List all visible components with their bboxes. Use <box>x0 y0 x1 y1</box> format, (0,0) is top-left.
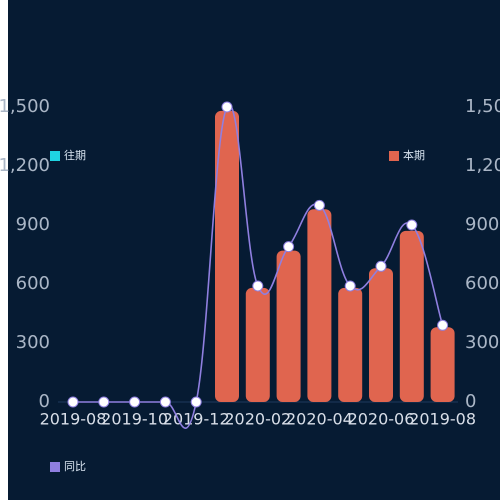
legend-label: 往期 <box>64 148 86 162</box>
x-tick-label: 2019-10 <box>101 410 168 429</box>
legend-swatch <box>389 151 399 161</box>
bar <box>215 110 239 402</box>
y-tick-label: 300 <box>16 332 50 353</box>
point <box>313 199 325 211</box>
legend-label: 本期 <box>403 148 425 162</box>
y-tick-label: 1,200 <box>0 155 50 176</box>
point <box>252 280 264 292</box>
legend-swatch <box>50 462 60 472</box>
point <box>221 101 233 113</box>
legend-swatch <box>50 151 60 161</box>
x-tick-label: 2019-08 <box>409 410 476 429</box>
y-tick-label: 300 <box>465 332 499 353</box>
y-tick-label: 1,500 <box>0 96 50 117</box>
y-tick-label: 0 <box>465 391 476 412</box>
point <box>437 319 449 331</box>
bar <box>338 287 363 402</box>
point <box>406 219 418 231</box>
point <box>67 396 79 408</box>
y-tick-label: 1,200 <box>465 155 500 176</box>
bar <box>369 268 393 402</box>
x-tick-label: 2020-02 <box>224 410 291 429</box>
y-tick-label: 0 <box>39 391 50 412</box>
bar <box>245 287 270 402</box>
y-tick-label: 900 <box>16 214 50 235</box>
point <box>283 241 295 253</box>
bar <box>399 230 424 402</box>
bar <box>307 209 332 402</box>
point <box>190 396 202 408</box>
y-tick-label: 1,500 <box>465 96 500 117</box>
x-tick-label: 2019-08 <box>40 410 107 429</box>
point <box>159 396 171 408</box>
x-tick-label: 2020-06 <box>348 410 415 429</box>
point <box>98 396 110 408</box>
bar <box>276 250 301 402</box>
legend-label: 同比 <box>64 460 86 473</box>
point <box>344 280 356 292</box>
left-strip <box>0 0 8 500</box>
y-tick-label: 900 <box>465 214 499 235</box>
x-tick-label: 2020-04 <box>286 410 353 429</box>
point <box>129 396 141 408</box>
bar <box>430 327 455 402</box>
point <box>375 260 387 272</box>
x-tick-label: 2019-12 <box>163 410 230 429</box>
y-tick-label: 600 <box>465 273 499 294</box>
y-tick-label: 600 <box>16 273 50 294</box>
